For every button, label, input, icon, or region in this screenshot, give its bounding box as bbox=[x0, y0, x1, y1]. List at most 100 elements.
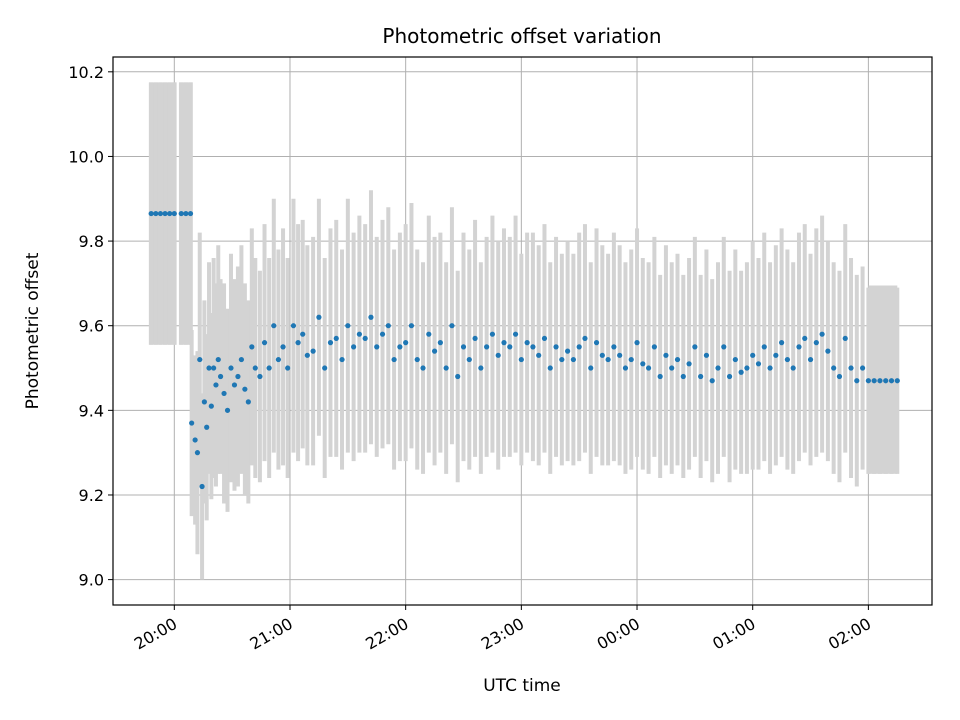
data-point bbox=[449, 323, 455, 329]
data-point bbox=[865, 378, 871, 384]
data-point bbox=[640, 361, 646, 367]
data-point bbox=[397, 344, 403, 350]
plot-frame bbox=[112, 56, 933, 606]
data-point bbox=[157, 210, 164, 217]
data-point bbox=[235, 373, 241, 380]
data-point bbox=[495, 352, 501, 358]
data-point bbox=[802, 335, 808, 342]
data-point bbox=[391, 356, 397, 363]
data-point bbox=[285, 365, 291, 371]
data-point bbox=[738, 369, 744, 375]
data-point bbox=[836, 373, 843, 380]
data-point bbox=[362, 335, 368, 342]
data-point bbox=[541, 335, 548, 342]
y-axis: 9.0 9.2 9.4 9.6 9.8 10.0 10.2 bbox=[68, 63, 113, 590]
data-point bbox=[199, 483, 205, 490]
data-point bbox=[316, 314, 322, 320]
data-point bbox=[443, 365, 449, 371]
y-tick-label: 9.4 bbox=[79, 401, 104, 420]
data-point bbox=[593, 340, 600, 346]
data-point bbox=[663, 352, 669, 358]
data-point bbox=[536, 352, 542, 358]
data-point bbox=[512, 331, 519, 337]
data-point bbox=[842, 335, 848, 342]
data-point bbox=[790, 365, 796, 371]
data-point bbox=[570, 356, 576, 363]
data-point bbox=[252, 365, 258, 371]
data-point bbox=[773, 352, 779, 358]
data-point bbox=[559, 356, 565, 363]
data-point bbox=[455, 373, 461, 380]
data-point bbox=[162, 210, 168, 217]
y-tick-label: 10.0 bbox=[68, 147, 104, 166]
data-point bbox=[167, 210, 173, 217]
data-point bbox=[408, 323, 415, 329]
data-point bbox=[617, 352, 623, 358]
data-point bbox=[217, 373, 224, 380]
data-point bbox=[582, 335, 588, 342]
data-point bbox=[183, 210, 189, 217]
data-point bbox=[148, 210, 154, 217]
data-point bbox=[888, 378, 895, 384]
data-point bbox=[767, 365, 773, 371]
data-point bbox=[379, 331, 386, 337]
data-point bbox=[242, 386, 248, 392]
data-point bbox=[634, 340, 640, 346]
data-point bbox=[431, 348, 438, 354]
data-point bbox=[238, 356, 245, 363]
data-point bbox=[761, 344, 767, 350]
data-point bbox=[819, 331, 825, 337]
data-point bbox=[703, 352, 710, 358]
data-point bbox=[813, 340, 819, 346]
data-point bbox=[489, 331, 496, 337]
data-point bbox=[484, 344, 490, 350]
data-point bbox=[271, 323, 277, 329]
data-point bbox=[368, 314, 374, 320]
data-point bbox=[374, 344, 380, 350]
data-point bbox=[261, 340, 268, 346]
data-point bbox=[825, 348, 831, 354]
data-point bbox=[194, 450, 201, 456]
data-point bbox=[859, 365, 866, 371]
data-point bbox=[228, 365, 234, 371]
data-point bbox=[599, 352, 605, 358]
data-point bbox=[721, 344, 727, 350]
data-point bbox=[726, 373, 733, 380]
y-tick-label: 9.2 bbox=[79, 486, 104, 505]
data-point bbox=[231, 382, 238, 388]
data-point bbox=[692, 344, 698, 350]
data-point bbox=[204, 424, 210, 430]
data-point bbox=[171, 210, 177, 217]
data-point bbox=[715, 365, 721, 371]
data-point bbox=[192, 437, 198, 443]
data-point bbox=[290, 323, 297, 329]
y-tick-label: 10.2 bbox=[68, 63, 104, 82]
data-point bbox=[213, 382, 219, 388]
data-point bbox=[576, 344, 582, 350]
data-point bbox=[189, 420, 195, 426]
data-point bbox=[669, 365, 675, 371]
data-point bbox=[266, 365, 272, 371]
data-point bbox=[871, 378, 877, 384]
data-point bbox=[686, 361, 692, 367]
data-point bbox=[507, 344, 513, 350]
data-point bbox=[698, 373, 704, 380]
data-point bbox=[356, 331, 362, 337]
y-tick-label: 9.8 bbox=[79, 232, 104, 251]
data-point bbox=[385, 323, 391, 329]
data-point bbox=[501, 340, 507, 346]
data-point bbox=[848, 365, 854, 371]
y-tick-label: 9.0 bbox=[79, 571, 104, 590]
data-point bbox=[588, 365, 594, 371]
data-point bbox=[651, 344, 657, 350]
data-point bbox=[178, 210, 184, 217]
data-point bbox=[530, 344, 536, 350]
data-point bbox=[605, 356, 611, 363]
data-point bbox=[187, 210, 194, 217]
data-point bbox=[221, 390, 227, 397]
data-point bbox=[437, 340, 443, 346]
data-point bbox=[206, 365, 212, 371]
data-point bbox=[518, 356, 524, 363]
data-point bbox=[565, 348, 571, 354]
